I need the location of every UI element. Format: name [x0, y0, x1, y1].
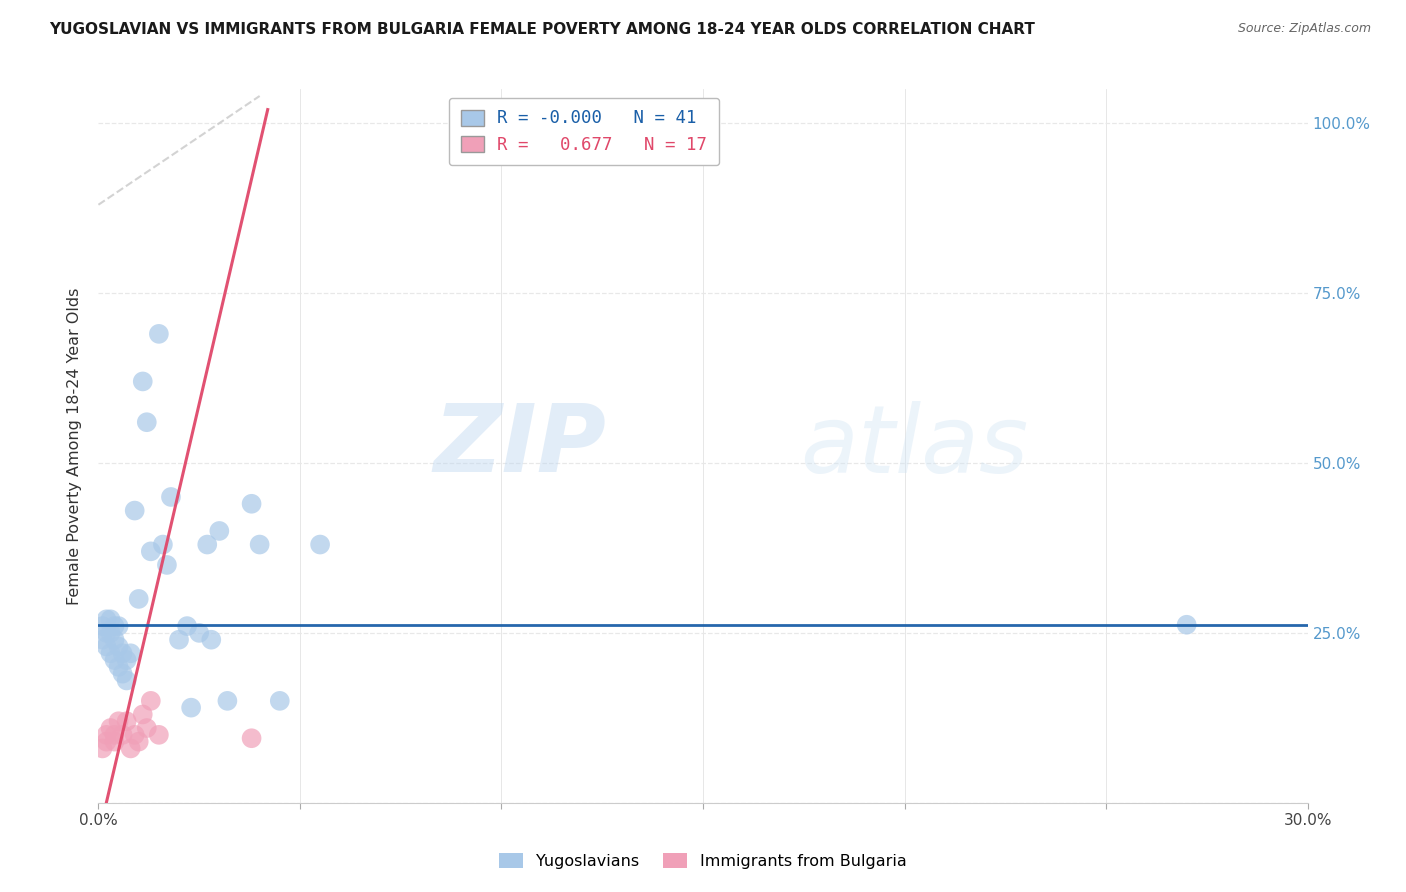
Point	[96, 728, 118, 742]
Point	[148, 326, 170, 341]
Point	[139, 694, 162, 708]
Point	[91, 619, 114, 633]
Point	[188, 626, 211, 640]
Point	[120, 646, 142, 660]
Point	[132, 707, 155, 722]
Text: atlas: atlas	[800, 401, 1028, 491]
Point	[96, 640, 118, 654]
Legend: Yugoslavians, Immigrants from Bulgaria: Yugoslavians, Immigrants from Bulgaria	[491, 846, 915, 877]
Point	[96, 734, 118, 748]
Point	[91, 632, 114, 647]
Point	[180, 700, 202, 714]
Point	[96, 612, 118, 626]
Point	[100, 721, 122, 735]
Point	[309, 537, 332, 551]
Point	[1175, 617, 1198, 632]
Point	[132, 375, 155, 389]
Text: Source: ZipAtlas.com: Source: ZipAtlas.com	[1237, 22, 1371, 36]
Point	[152, 537, 174, 551]
Point	[208, 524, 231, 538]
Point	[217, 694, 239, 708]
Point	[167, 632, 190, 647]
Point	[135, 721, 157, 735]
Point	[128, 591, 150, 606]
Point	[148, 728, 170, 742]
Point	[115, 653, 138, 667]
Point	[111, 728, 134, 742]
Point	[240, 497, 263, 511]
Point	[103, 632, 125, 647]
Point	[200, 632, 222, 647]
Point	[156, 558, 179, 572]
Point	[195, 537, 218, 551]
Point	[103, 728, 125, 742]
Point	[103, 734, 125, 748]
Point	[124, 503, 146, 517]
Point	[91, 741, 114, 756]
Point	[100, 646, 122, 660]
Point	[176, 619, 198, 633]
Point	[107, 660, 129, 674]
Y-axis label: Female Poverty Among 18-24 Year Olds: Female Poverty Among 18-24 Year Olds	[67, 287, 83, 605]
Text: YUGOSLAVIAN VS IMMIGRANTS FROM BULGARIA FEMALE POVERTY AMONG 18-24 YEAR OLDS COR: YUGOSLAVIAN VS IMMIGRANTS FROM BULGARIA …	[49, 22, 1035, 37]
Point	[269, 694, 291, 708]
Text: ZIP: ZIP	[433, 400, 606, 492]
Point	[107, 714, 129, 729]
Point	[115, 714, 138, 729]
Point	[139, 544, 162, 558]
Point	[111, 666, 134, 681]
Point	[96, 626, 118, 640]
Point	[120, 741, 142, 756]
Point	[135, 415, 157, 429]
Point	[240, 731, 263, 746]
Point	[124, 728, 146, 742]
Point	[128, 734, 150, 748]
Point	[111, 646, 134, 660]
Point	[100, 612, 122, 626]
Point	[107, 640, 129, 654]
Point	[115, 673, 138, 688]
Point	[103, 619, 125, 633]
Point	[160, 490, 183, 504]
Point	[107, 619, 129, 633]
Point	[100, 626, 122, 640]
Point	[249, 537, 271, 551]
Point	[103, 653, 125, 667]
